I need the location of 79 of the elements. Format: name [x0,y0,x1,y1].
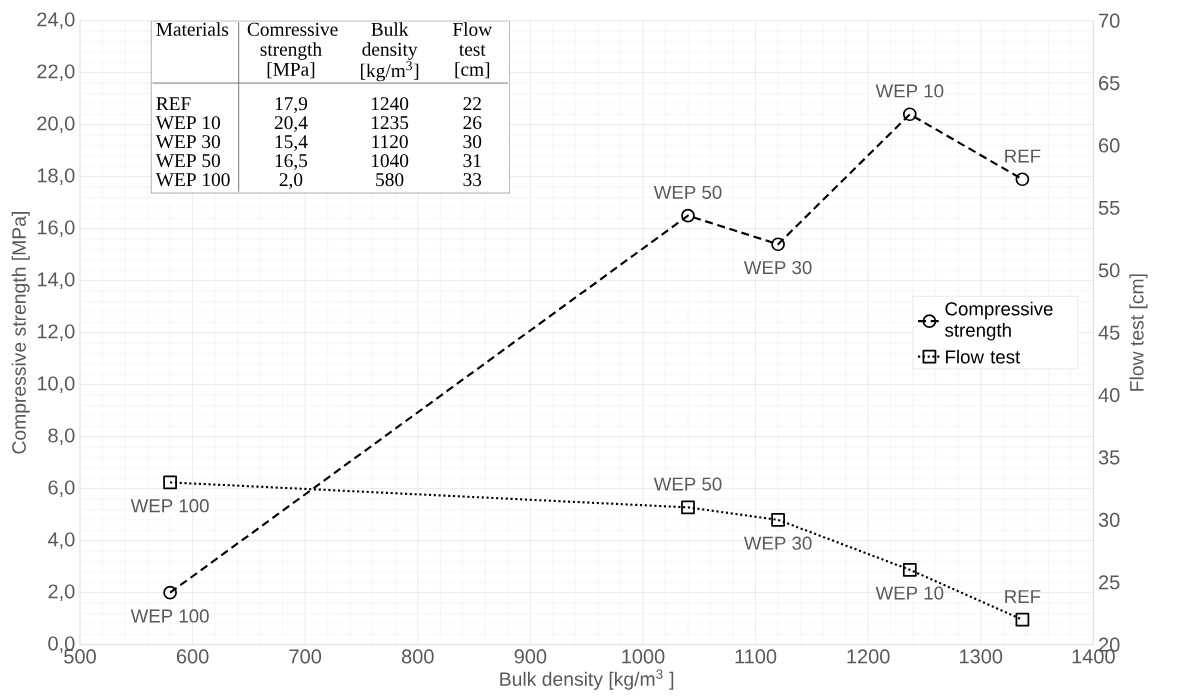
annotation: 1120 [372,135,408,149]
y2-axis-title: Flow test [cm] [1129,274,1148,391]
legend-label: Flow test [946,349,1021,364]
y2-tick-label: 65 [1099,75,1120,91]
y-tick-label: 16,0 [37,220,75,237]
x-tick-label: 1000 [622,649,665,664]
annotation: 26 [463,116,482,130]
x-tick-label: 1300 [960,649,1003,664]
annotation: 2,0 [279,173,303,189]
y-axis-title: Compressive strength [MPa] [11,212,30,454]
x-tick-label: 1100 [735,649,777,664]
data-label: WEP 10 [875,84,944,98]
y-tick-label: 12,0 [37,324,75,341]
x-tick-label: 800 [401,649,434,664]
point [1015,172,1030,187]
point [771,237,785,252]
annotation: Flow test [cm] [452,22,493,79]
annotation: 1040 [371,154,409,168]
x-tick-label: 1200 [847,649,890,664]
y-tick-label: 8,0 [48,428,75,445]
annotation: 15,4 [275,135,308,151]
annotation: 1235 [371,116,409,130]
annotation: 33 [463,173,482,187]
y2-tick-label: 25 [1099,575,1120,590]
annotation: Comressive strength [MPa] [247,22,338,79]
y-tick-label: 10,0 [37,376,75,393]
y-tick-label: 24,0 [37,12,75,29]
point [902,562,917,577]
point [771,512,785,527]
point [681,208,695,223]
annotation: 1240 [371,97,409,111]
annotation: 20,4 [274,116,308,132]
annotation: 30 [463,135,482,149]
y-tick-label: 20,0 [37,116,75,133]
point [163,475,177,490]
data-label: WEP 100 [130,609,209,623]
annotation: Materials [156,22,229,36]
y2-tick-label: 40 [1098,387,1120,403]
annotation: WEP 100 [155,173,230,187]
y2-tick-label: 30 [1098,512,1120,527]
legend-label: Compressive strength [945,301,1053,341]
annotation: 16,5 [275,154,308,170]
annotation: REF [156,97,191,110]
point [902,107,917,122]
annotation: WEP 50 [155,154,220,168]
data-label: WEP 100 [130,499,209,513]
y2-tick-label: 45 [1098,325,1120,340]
annotation: 580 [376,173,404,187]
annotation: WEP 10 [155,116,220,130]
y-tick-label: 14,0 [37,272,75,289]
x-axis-title: Bulk density [kg/m$^{3}$ ] [500,669,674,690]
data-label: REF [1005,149,1041,163]
x-tick-label: 700 [289,649,322,664]
data-label: WEP 50 [653,185,722,199]
point [163,585,177,600]
x-tick-label: 900 [514,649,547,664]
point [1015,612,1030,627]
y2-tick-label: 70 [1099,13,1120,28]
y-tick-label: 18,0 [37,168,75,185]
annotation: 17,9 [275,97,308,113]
point [681,500,695,515]
y-tick-label: 2,0 [48,584,75,601]
y-tick-label: 4,0 [47,532,75,549]
y2-tick-label: 55 [1098,200,1120,215]
annotation: 31 [463,154,481,168]
data-label: WEP 30 [743,536,812,550]
x-tick-label: 600 [176,649,209,664]
annotation: 22 [463,97,481,110]
y2-tick-label: 35 [1098,450,1120,465]
y2-tick-label: 50 [1098,263,1120,278]
data-label: WEP 30 [743,260,812,275]
annotation: WEP 30 [155,135,220,149]
data-label: WEP 10 [875,586,944,600]
data-label: WEP 50 [653,477,722,491]
y-tick-label: 22,0 [37,64,75,81]
annotation: Bulk density [kg/m$^{3}$] [361,22,419,82]
y2-tick-label: 60 [1099,138,1120,153]
y-tick-label: 6,0 [48,480,75,497]
data-label: REF [1005,590,1041,603]
